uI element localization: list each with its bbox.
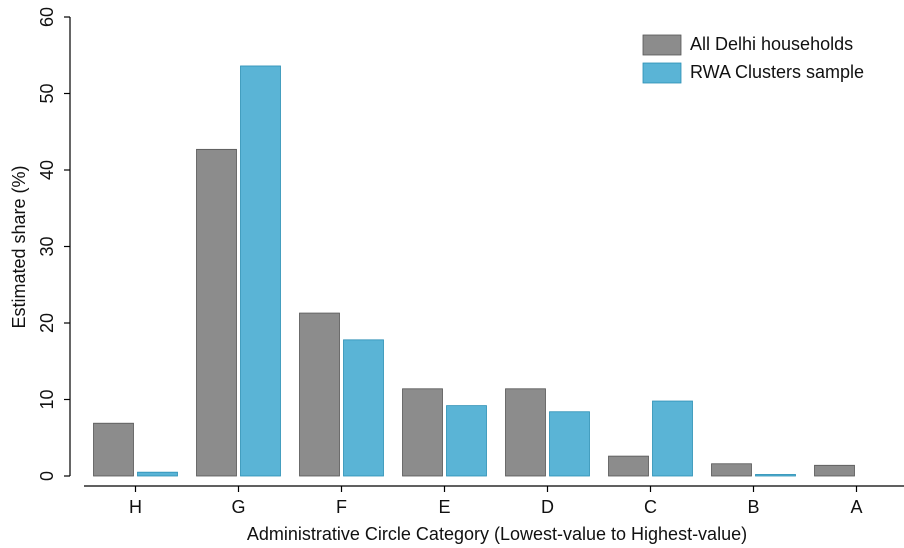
bar (343, 339, 384, 477)
legend-swatch (642, 34, 682, 56)
y-tick-label: 10 (37, 389, 57, 409)
x-tick-label: E (438, 497, 450, 517)
y-tick-label: 20 (37, 313, 57, 333)
bar (137, 471, 178, 477)
y-tick-label: 60 (37, 7, 57, 27)
bar (814, 464, 855, 477)
bar (446, 405, 487, 477)
bar (299, 312, 340, 477)
x-tick-label: F (336, 497, 347, 517)
y-tick-label: 0 (37, 471, 57, 481)
bar (652, 400, 693, 477)
bar (402, 388, 443, 477)
x-tick-label: H (129, 497, 142, 517)
bar (711, 463, 752, 477)
x-tick-label: C (644, 497, 657, 517)
bar (240, 65, 281, 477)
bar (755, 474, 796, 477)
y-tick-label: 50 (37, 83, 57, 103)
x-axis-label: Administrative Circle Category (Lowest-v… (247, 524, 747, 544)
bar (549, 411, 590, 477)
y-axis-label: Estimated share (%) (9, 165, 29, 328)
x-tick-label: B (747, 497, 759, 517)
bar (608, 455, 649, 477)
bar (93, 422, 134, 477)
x-tick-label: D (541, 497, 554, 517)
bar (196, 148, 237, 477)
bar (505, 388, 546, 477)
legend-swatch (642, 62, 682, 84)
x-tick-label: G (231, 497, 245, 517)
y-tick-label: 40 (37, 160, 57, 180)
legend-label: All Delhi households (690, 34, 853, 54)
x-tick-label: A (850, 497, 862, 517)
y-tick-label: 30 (37, 236, 57, 256)
legend-label: RWA Clusters sample (690, 62, 864, 82)
